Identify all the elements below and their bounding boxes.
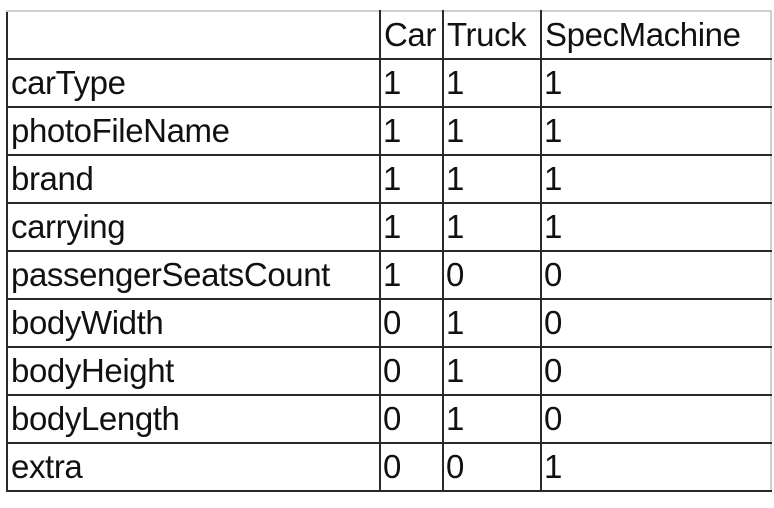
table-cell[interactable]: 0	[442, 250, 542, 300]
table-cell[interactable]: 1	[379, 202, 444, 252]
row-label[interactable]: bodyWidth	[6, 298, 381, 348]
table-row: carrying 1 1 1	[6, 202, 772, 252]
table-cell[interactable]: 1	[442, 298, 542, 348]
column-header-specmachine[interactable]: SpecMachine	[540, 10, 772, 60]
table-cell[interactable]: 1	[379, 106, 444, 156]
data-table: Car Truck SpecMachine carType 1 1 1 phot…	[6, 10, 772, 492]
column-header-car[interactable]: Car	[379, 10, 444, 60]
row-label[interactable]: photoFileName	[6, 106, 381, 156]
table-cell[interactable]: 1	[540, 202, 772, 252]
table-cell[interactable]: 0	[379, 394, 444, 444]
table-row: bodyHeight 0 1 0	[6, 346, 772, 396]
table-cell[interactable]: 0	[379, 346, 444, 396]
row-label[interactable]: bodyHeight	[6, 346, 381, 396]
table-row: photoFileName 1 1 1	[6, 106, 772, 156]
row-label[interactable]: brand	[6, 154, 381, 204]
table-cell[interactable]: 1	[379, 250, 444, 300]
row-label[interactable]: carType	[6, 58, 381, 108]
header-row: Car Truck SpecMachine	[6, 10, 772, 60]
corner-cell[interactable]	[6, 10, 381, 60]
table-cell[interactable]: 0	[540, 250, 772, 300]
table-row: carType 1 1 1	[6, 58, 772, 108]
table-cell[interactable]: 1	[379, 154, 444, 204]
table-row: extra 0 0 1	[6, 442, 772, 492]
table-cell[interactable]: 0	[540, 346, 772, 396]
table-row: bodyWidth 0 1 0	[6, 298, 772, 348]
table-cell[interactable]: 1	[540, 442, 772, 492]
table-cell[interactable]: 1	[540, 106, 772, 156]
table-cell[interactable]: 1	[379, 58, 444, 108]
table-cell[interactable]: 1	[442, 106, 542, 156]
table-cell[interactable]: 0	[379, 442, 444, 492]
column-header-truck[interactable]: Truck	[442, 10, 542, 60]
table-cell[interactable]: 0	[379, 298, 444, 348]
row-label[interactable]: carrying	[6, 202, 381, 252]
row-label[interactable]: passengerSeatsCount	[6, 250, 381, 300]
table-cell[interactable]: 1	[540, 58, 772, 108]
table-cell[interactable]: 0	[442, 442, 542, 492]
table-cell[interactable]: 1	[442, 394, 542, 444]
table-cell[interactable]: 1	[442, 154, 542, 204]
table-row: brand 1 1 1	[6, 154, 772, 204]
table-cell[interactable]: 0	[540, 394, 772, 444]
table-cell[interactable]: 1	[540, 154, 772, 204]
table-cell[interactable]: 1	[442, 346, 542, 396]
table-cell[interactable]: 1	[442, 202, 542, 252]
table-row: passengerSeatsCount 1 0 0	[6, 250, 772, 300]
table-cell[interactable]: 1	[442, 58, 542, 108]
table-row: bodyLength 0 1 0	[6, 394, 772, 444]
row-label[interactable]: bodyLength	[6, 394, 381, 444]
table-cell[interactable]: 0	[540, 298, 772, 348]
row-label[interactable]: extra	[6, 442, 381, 492]
